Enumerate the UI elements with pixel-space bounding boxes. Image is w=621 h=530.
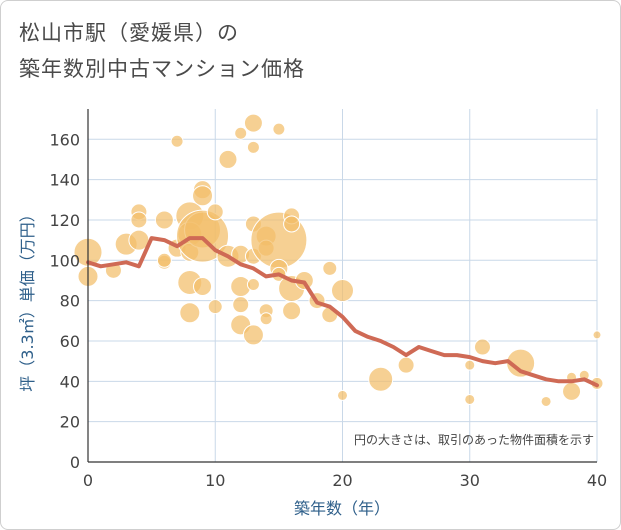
- bubble-point: [193, 277, 213, 297]
- bubble-point: [473, 338, 491, 356]
- bubble-point: [272, 122, 286, 136]
- tick-labels: 0 20 40 60 80 100 120 140 160 0 10 20 30 40: [49, 130, 607, 490]
- bubble-point: [207, 299, 223, 315]
- bubble-point: [206, 203, 224, 221]
- bubble-point: [322, 260, 338, 276]
- x-tick-label: 20: [332, 471, 352, 490]
- y-tick-label: 80: [60, 292, 80, 311]
- bubble-point: [154, 210, 174, 230]
- bubble-point: [282, 301, 302, 321]
- average-line-layer: [86, 236, 599, 388]
- chart-title-line2: 築年数別中古マンション価格: [19, 57, 305, 81]
- bubble-point: [232, 296, 250, 314]
- y-tick-label: 120: [49, 211, 80, 230]
- bubble-size-note: 円の大きさは、取引のあった物件面積を示す: [354, 432, 594, 447]
- bubble-point: [337, 389, 348, 401]
- bubble-point: [218, 149, 238, 169]
- bubble-point: [246, 277, 260, 291]
- bubble-point: [246, 140, 260, 154]
- x-tick-label: 40: [587, 471, 607, 490]
- bubble-point: [234, 126, 248, 140]
- x-tick-label: 30: [460, 471, 480, 490]
- bubble-point: [540, 395, 552, 407]
- bubble-point: [331, 279, 354, 303]
- average-price-line: [86, 236, 599, 388]
- bubble-point: [283, 215, 301, 233]
- x-axis-label: 築年数（年）: [294, 499, 390, 518]
- x-tick-label: 10: [205, 471, 225, 490]
- bubble-point: [156, 252, 172, 268]
- bubble-point: [592, 330, 602, 340]
- y-axis-label: 坪（3.3㎡）単価（万円）: [18, 206, 37, 391]
- bubble-point: [562, 381, 582, 401]
- y-tick-label: 140: [49, 171, 80, 190]
- bubble-point: [192, 185, 214, 207]
- chart-title-line1: 松山市駅（愛媛県）の: [19, 21, 239, 45]
- y-tick-label: 40: [60, 372, 80, 391]
- bubble-point: [397, 356, 415, 374]
- bubble-point: [464, 359, 476, 371]
- bubble-point: [130, 211, 148, 229]
- bubble-point: [179, 302, 201, 324]
- bubble-point: [242, 324, 264, 346]
- bubble-point: [243, 113, 263, 133]
- x-tick-label: 0: [83, 471, 93, 490]
- bubble-point: [259, 312, 273, 326]
- y-tick-label: 0: [70, 453, 80, 472]
- chart-title: 松山市駅（愛媛県）の 築年数別中古マンション価格: [19, 15, 305, 87]
- bubble-point: [368, 366, 394, 392]
- bubble-point: [170, 134, 184, 148]
- bubble-layer: [73, 113, 604, 407]
- y-tick-label: 160: [49, 130, 80, 149]
- axes: [87, 109, 597, 463]
- y-tick-label: 60: [60, 332, 80, 351]
- y-tick-label: 100: [49, 251, 80, 270]
- y-tick-label: 20: [60, 413, 80, 432]
- bubble-point: [464, 393, 476, 405]
